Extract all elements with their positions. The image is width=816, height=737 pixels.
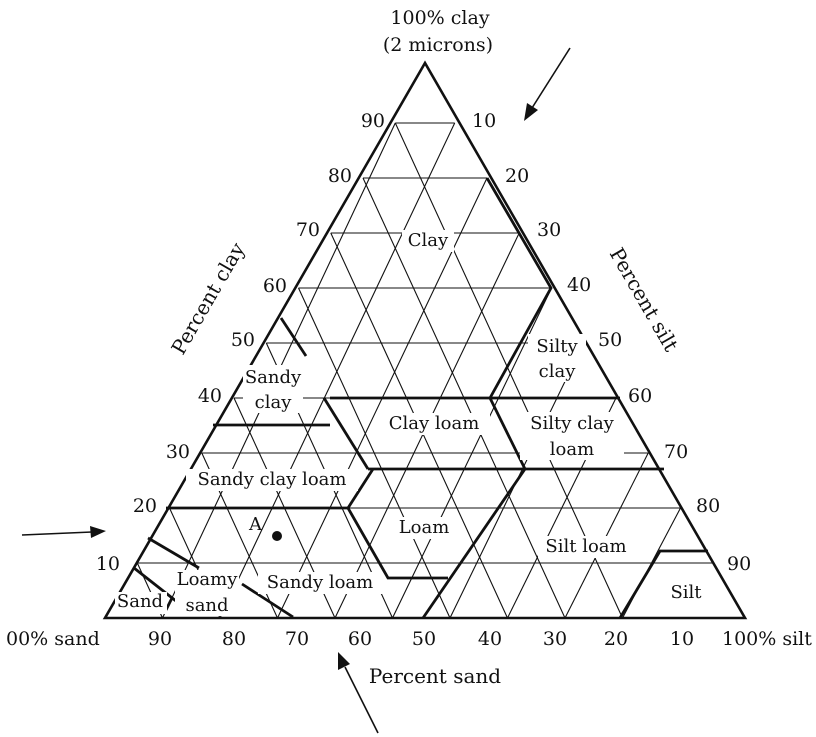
silt-tick-labels: 10 20 30 40 50 60 70 80 90 — [472, 110, 751, 575]
sample-point-dot — [272, 531, 282, 541]
tick-label: 70 — [285, 628, 309, 650]
tick-label: 80 — [328, 165, 352, 187]
zone-label-silt-loam: Silt loam — [545, 536, 626, 557]
zone-label-sandy-loam: Sandy loam — [267, 572, 373, 593]
zone-label-silty-clay: Silty — [536, 336, 578, 357]
zone-label-silt: Silt — [670, 582, 702, 603]
texture-class-labels: Clay Silty clay Sandy clay Clay loam Sil… — [115, 230, 707, 616]
tick-label: 60 — [263, 275, 287, 297]
texture-class-boundaries — [133, 177, 708, 619]
tick-label: 90 — [148, 628, 172, 650]
tick-label: 10 — [96, 553, 120, 575]
arrow-right-icon — [21, 526, 106, 538]
zone-label-loamy-sand: Loamy — [177, 569, 239, 590]
tick-label: 50 — [598, 329, 622, 351]
apex-label-line2: (2 microns) — [383, 34, 493, 56]
zone-label-sandy-clay: Sandy — [245, 367, 302, 388]
zone-label-sandy-clay-2: clay — [255, 392, 293, 413]
tick-label: 80 — [222, 628, 246, 650]
tick-label: 20 — [505, 165, 529, 187]
corner-label-silt: 100% silt — [722, 628, 812, 650]
corner-label-sand: 00% sand — [6, 628, 100, 650]
sample-point-a: A — [248, 514, 282, 541]
sample-point-label: A — [248, 514, 263, 535]
arrow-down-left-icon — [524, 47, 571, 121]
axis-title-sand: Percent sand — [369, 664, 501, 688]
tick-label: 60 — [628, 385, 652, 407]
tick-label: 40 — [478, 628, 502, 650]
sand-tick-labels: 90 80 70 60 50 40 30 20 10 — [148, 628, 694, 650]
tick-label: 40 — [198, 385, 222, 407]
tick-label: 90 — [361, 110, 385, 132]
tick-label: 50 — [231, 329, 255, 351]
zone-label-sand: Sand — [117, 591, 163, 612]
tick-label: 60 — [348, 628, 372, 650]
tick-label: 50 — [412, 628, 436, 650]
tick-label: 80 — [696, 495, 720, 517]
zone-label-sandy-clay-loam: Sandy clay loam — [198, 469, 347, 490]
tick-label: 20 — [133, 495, 157, 517]
reading-arrows — [21, 47, 571, 734]
tick-label: 10 — [670, 628, 694, 650]
apex-label-line1: 100% clay — [390, 7, 489, 29]
clay-tick-labels: 10 20 30 40 50 60 70 80 90 — [96, 110, 385, 575]
tick-label: 70 — [296, 219, 320, 241]
tick-label: 30 — [537, 219, 561, 241]
tick-label: 30 — [166, 441, 190, 463]
zone-label-clay: Clay — [408, 230, 449, 251]
zone-label-silty-clay-loam: Silty clay — [530, 413, 615, 434]
zone-label-clay-loam: Clay loam — [389, 413, 480, 434]
zone-label-loamy-sand-2: sand — [185, 595, 228, 616]
zone-label-loam: Loam — [399, 517, 450, 538]
zone-label-silty-clay-loam-2: loam — [550, 439, 594, 460]
tick-label: 40 — [567, 274, 591, 296]
tick-label: 70 — [664, 441, 688, 463]
zone-label-silty-clay-2: clay — [539, 361, 577, 382]
tick-label: 30 — [543, 628, 567, 650]
arrow-up-left-icon — [338, 652, 379, 734]
tick-label: 10 — [472, 110, 496, 132]
tick-label: 20 — [604, 628, 628, 650]
tick-label: 90 — [727, 553, 751, 575]
